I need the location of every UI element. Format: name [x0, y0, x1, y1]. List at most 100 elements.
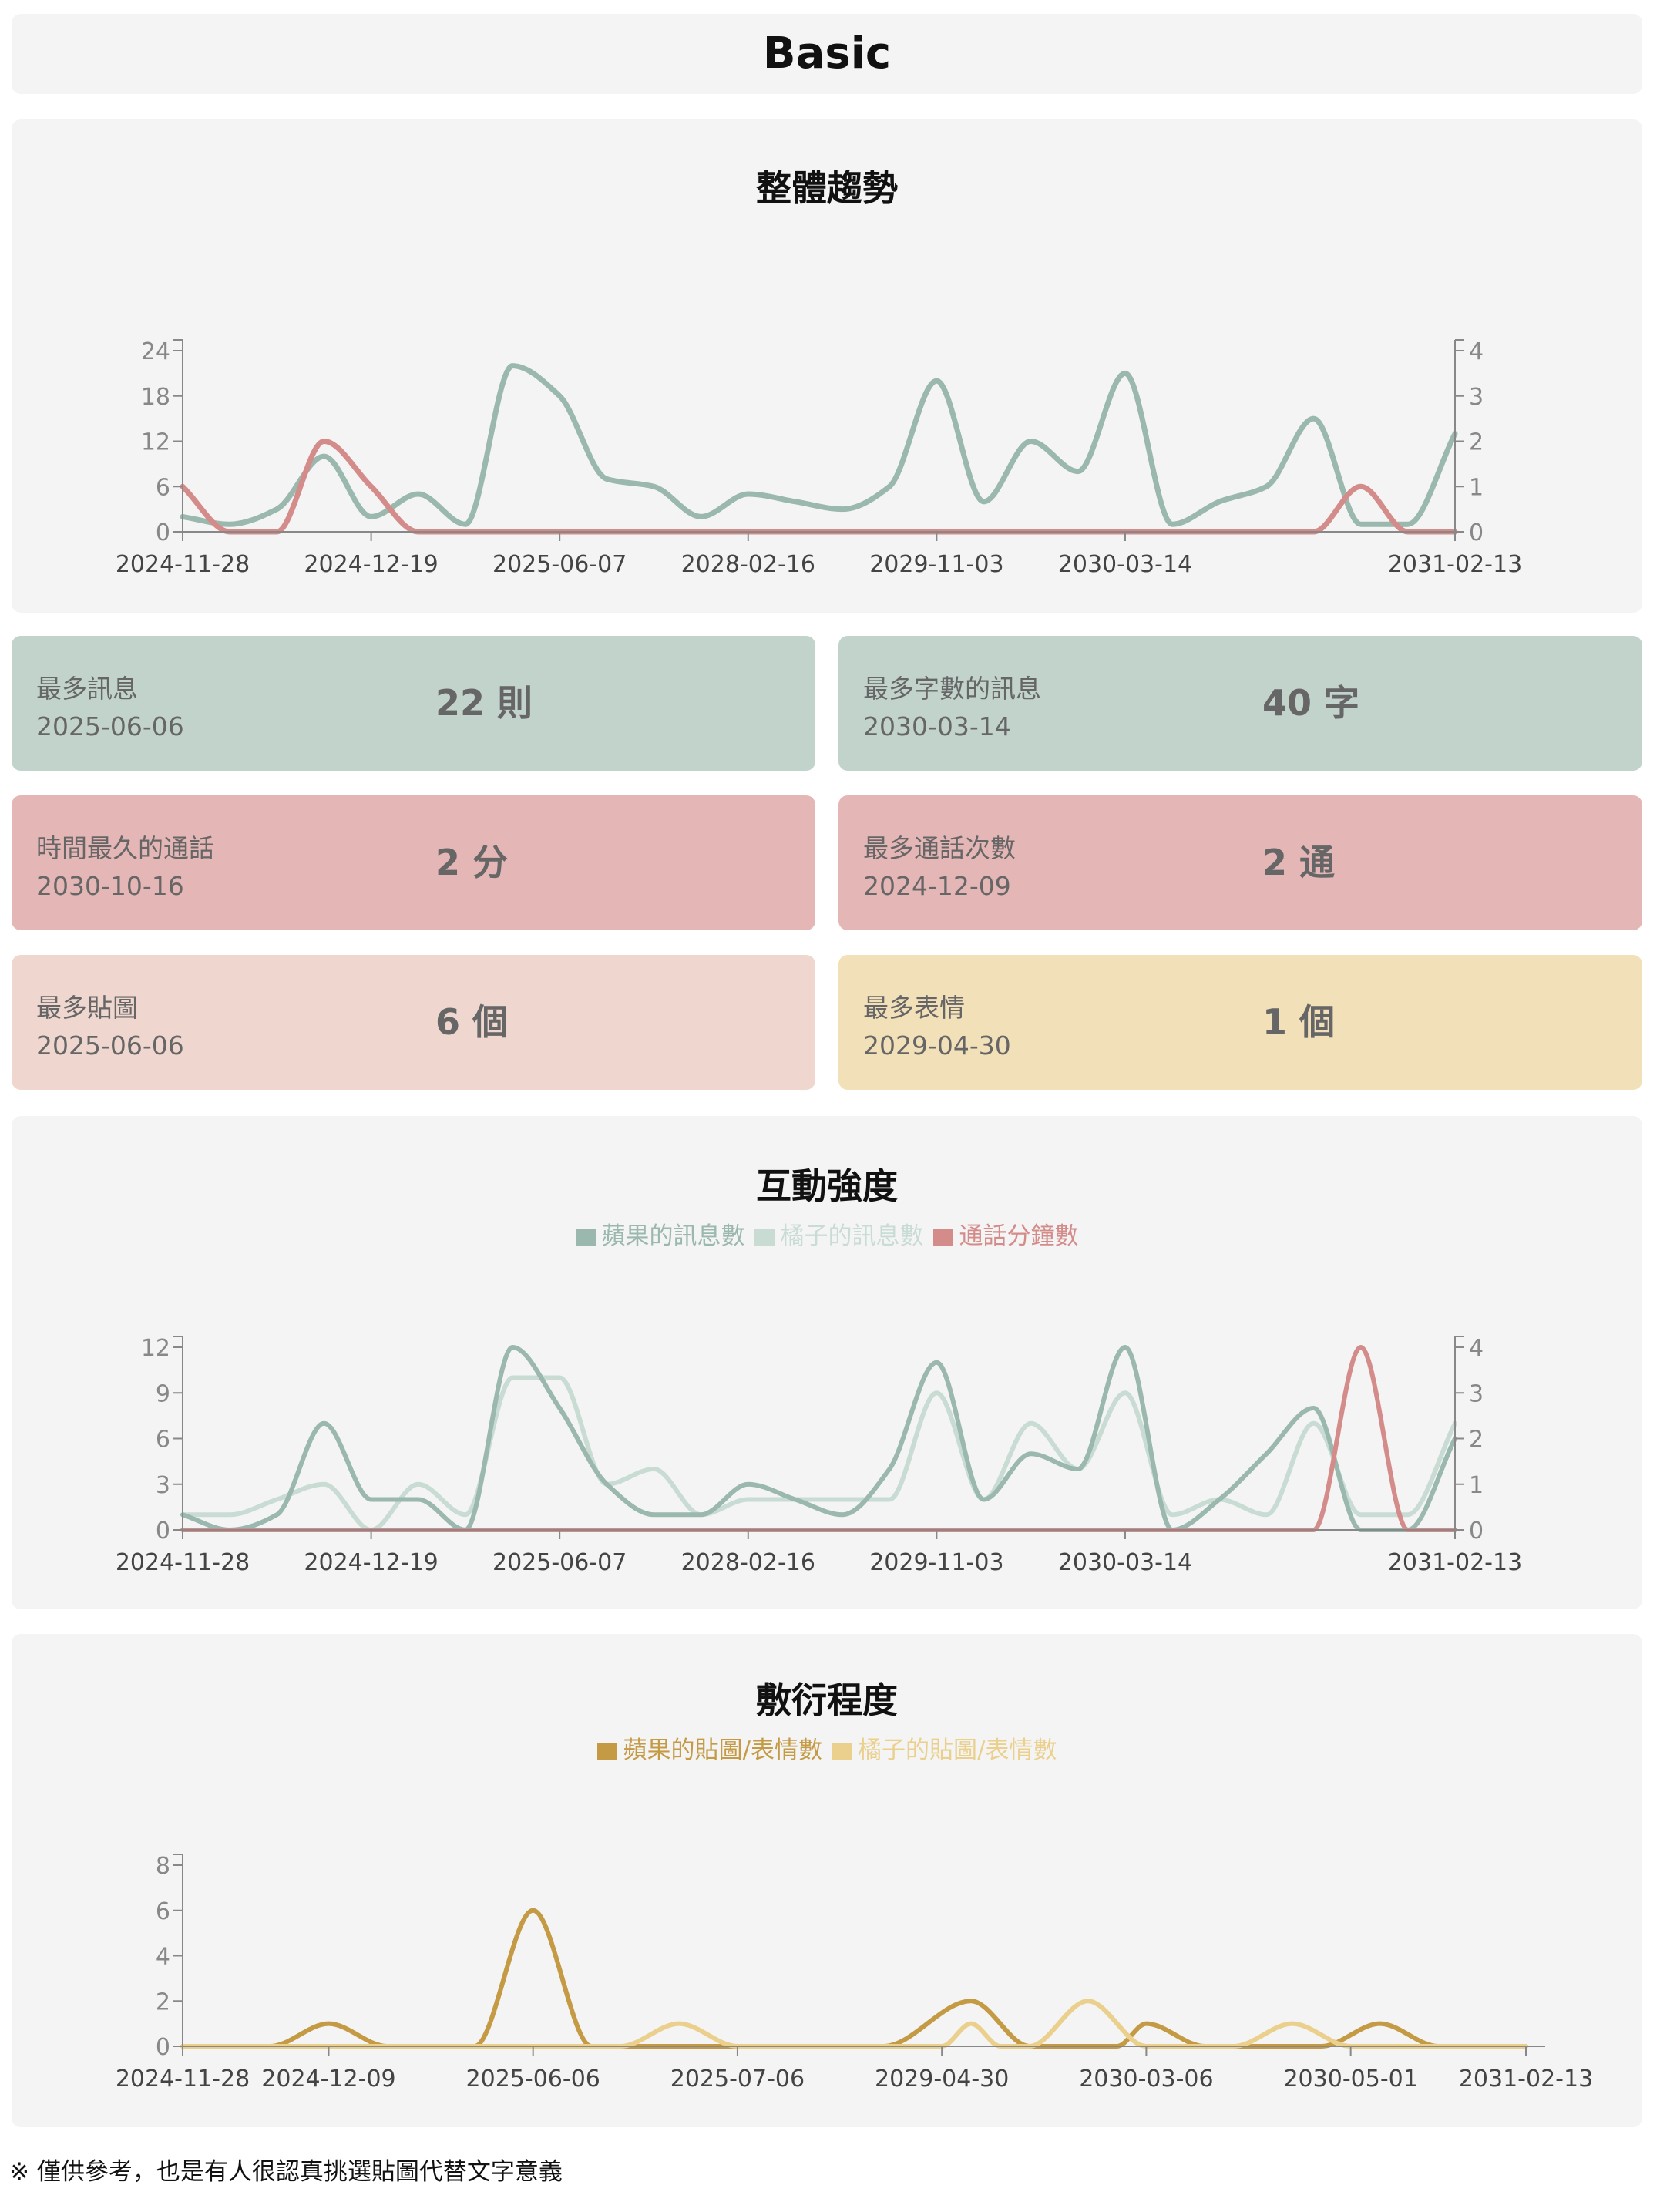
stat-card: 最多字數的訊息 2030-03-14 40 字	[838, 636, 1642, 771]
stat-value: 2 通	[1262, 842, 1336, 883]
legend-swatch	[932, 1229, 953, 1246]
legend-item[interactable]: 橘子的訊息數	[754, 1216, 924, 1251]
perfunctory-chart: 敷衍程度 蘋果的貼圖/表情數 橘子的貼圖/表情數 0 2 4 6 8 2024-11-28 2…	[12, 1634, 1642, 2127]
y-tick-label: 3	[1469, 384, 1484, 411]
legend-item[interactable]: 蘋果的訊息數	[575, 1216, 745, 1251]
x-tick-label: 2025-06-07	[492, 551, 627, 578]
y-tick-label: 4	[1469, 1335, 1484, 1362]
perfunctory-plot: 0 2 4 6 8 2024-11-28 2024-12-09 2025-06-06 2025-…	[116, 1853, 1593, 2093]
x-tick-label: 2024-11-28	[116, 2066, 250, 2093]
series-line	[180, 1345, 1457, 1532]
stat-value: 1 個	[1262, 1001, 1336, 1043]
y-tick-label: 1	[1469, 1472, 1484, 1499]
x-tick-label: 2025-06-07	[492, 1549, 627, 1576]
footnote: ※ 僅供參考，也是有人很認真挑選貼圖代替文字意義	[9, 2158, 563, 2186]
x-tick-label: 2029-11-03	[869, 1549, 1003, 1576]
stat-value: 22 則	[435, 682, 533, 724]
interaction-intensity-chart: 互動強度 蘋果的訊息數 橘子的訊息數 通話分鐘數 0 3 6 9 12 0 1 2 3 4 2024-1…	[12, 1116, 1642, 1609]
stat-value: 6 個	[435, 1001, 509, 1043]
y-tick-label: 0	[1469, 519, 1484, 546]
page-title: Basic	[762, 29, 892, 79]
y-tick-label: 3	[1469, 1380, 1484, 1407]
stat-label: 最多字數的訊息	[863, 674, 1041, 704]
legend-item[interactable]: 通話分鐘數	[932, 1216, 1079, 1251]
legend-item[interactable]: 蘋果的貼圖/表情數	[596, 1730, 822, 1765]
stat-value: 40 字	[1262, 682, 1360, 724]
x-tick-label: 2030-03-14	[1058, 1549, 1192, 1576]
stat-date: 2030-10-16	[36, 871, 184, 901]
chart-legend: 蘋果的貼圖/表情數 橘子的貼圖/表情數	[12, 1730, 1642, 1765]
x-tick-label: 2024-12-19	[304, 1549, 438, 1576]
y-tick-label: 12	[141, 429, 170, 456]
stat-label: 時間最久的通話	[36, 833, 214, 863]
x-tick-label: 2024-11-28	[116, 1549, 250, 1576]
y-tick-label: 6	[156, 1427, 170, 1454]
y-tick-label: 3	[156, 1472, 170, 1499]
y-tick-label: 2	[156, 1988, 170, 2015]
y-tick-label: 2	[1469, 429, 1484, 456]
legend-label: 蘋果的訊息數	[601, 1222, 745, 1250]
legend-item[interactable]: 橘子的貼圖/表情數	[832, 1730, 1057, 1765]
x-tick-label: 2030-03-14	[1058, 551, 1192, 578]
title-bar: Basic	[12, 14, 1642, 94]
x-tick-label: 2029-04-30	[875, 2066, 1009, 2093]
chart-title: 互動強度	[756, 1165, 898, 1207]
x-tick-label: 2024-12-09	[261, 2066, 395, 2093]
legend-swatch	[575, 1229, 596, 1246]
y-tick-label: 2	[1469, 1427, 1484, 1454]
x-tick-label: 2028-02-16	[681, 1549, 815, 1576]
stat-card: 最多訊息 2025-06-06 22 則	[12, 636, 815, 771]
x-tick-label: 2029-11-03	[869, 551, 1003, 578]
stat-card: 最多表情 2029-04-30 1 個	[838, 955, 1642, 1090]
stat-value: 2 分	[435, 842, 509, 883]
legend-swatch	[596, 1743, 617, 1760]
series-line	[180, 1999, 1528, 2049]
stat-label: 最多貼圖	[36, 993, 138, 1023]
y-tick-label: 4	[156, 1944, 170, 1971]
stat-card: 最多通話次數 2024-12-09 2 通	[838, 795, 1642, 930]
stat-date: 2025-06-06	[36, 711, 184, 741]
x-tick-label: 2031-02-13	[1388, 1549, 1522, 1576]
y-tick-label: 0	[156, 1518, 170, 1545]
series-line	[180, 1375, 1457, 1532]
legend-label: 蘋果的貼圖/表情數	[623, 1736, 822, 1764]
series-line	[180, 1908, 1528, 2049]
x-tick-label: 2030-05-01	[1283, 2066, 1417, 2093]
stat-date: 2029-04-30	[863, 1030, 1011, 1061]
y-tick-label: 0	[1469, 1518, 1484, 1545]
y-tick-label: 4	[1469, 338, 1484, 365]
y-tick-label: 18	[141, 384, 170, 411]
stat-card: 時間最久的通話 2030-10-16 2 分	[12, 795, 815, 930]
x-tick-label: 2030-03-06	[1079, 2066, 1213, 2093]
y-tick-label: 0	[156, 519, 170, 546]
x-tick-label: 2025-06-06	[466, 2066, 600, 2093]
stat-card: 最多貼圖 2025-06-06 6 個	[12, 955, 815, 1090]
legend-label: 橘子的訊息數	[780, 1222, 924, 1250]
series-line	[180, 363, 1458, 527]
series-line	[180, 1345, 1457, 1532]
x-tick-label: 2024-11-28	[116, 551, 250, 578]
x-tick-label: 2031-02-13	[1459, 2066, 1593, 2093]
x-tick-label: 2031-02-13	[1388, 551, 1522, 578]
x-tick-label: 2028-02-16	[681, 551, 815, 578]
overall-trend-chart: 整體趨勢 0 6 12 18 24 0 1 2 3 4 2024-11-28 2024-12-19 20…	[12, 119, 1642, 613]
y-tick-label: 6	[156, 474, 170, 501]
chart-title: 整體趨勢	[756, 167, 898, 209]
chart-title: 敷衍程度	[756, 1679, 898, 1721]
stat-date: 2030-03-14	[863, 711, 1011, 741]
chart-legend: 蘋果的訊息數 橘子的訊息數 通話分鐘數	[12, 1216, 1642, 1251]
y-tick-label: 1	[1469, 474, 1484, 501]
x-tick-label: 2024-12-19	[304, 551, 438, 578]
stat-label: 最多訊息	[36, 674, 138, 704]
y-tick-label: 12	[141, 1335, 170, 1362]
legend-label: 橘子的貼圖/表情數	[858, 1736, 1057, 1764]
stat-date: 2024-12-09	[863, 871, 1011, 901]
legend-swatch	[754, 1229, 775, 1246]
x-tick-label: 2025-07-06	[670, 2066, 805, 2093]
stat-label: 最多通話次數	[863, 833, 1016, 863]
y-tick-label: 0	[156, 2034, 170, 2061]
y-tick-label: 9	[156, 1380, 170, 1407]
stat-date: 2025-06-06	[36, 1030, 184, 1061]
